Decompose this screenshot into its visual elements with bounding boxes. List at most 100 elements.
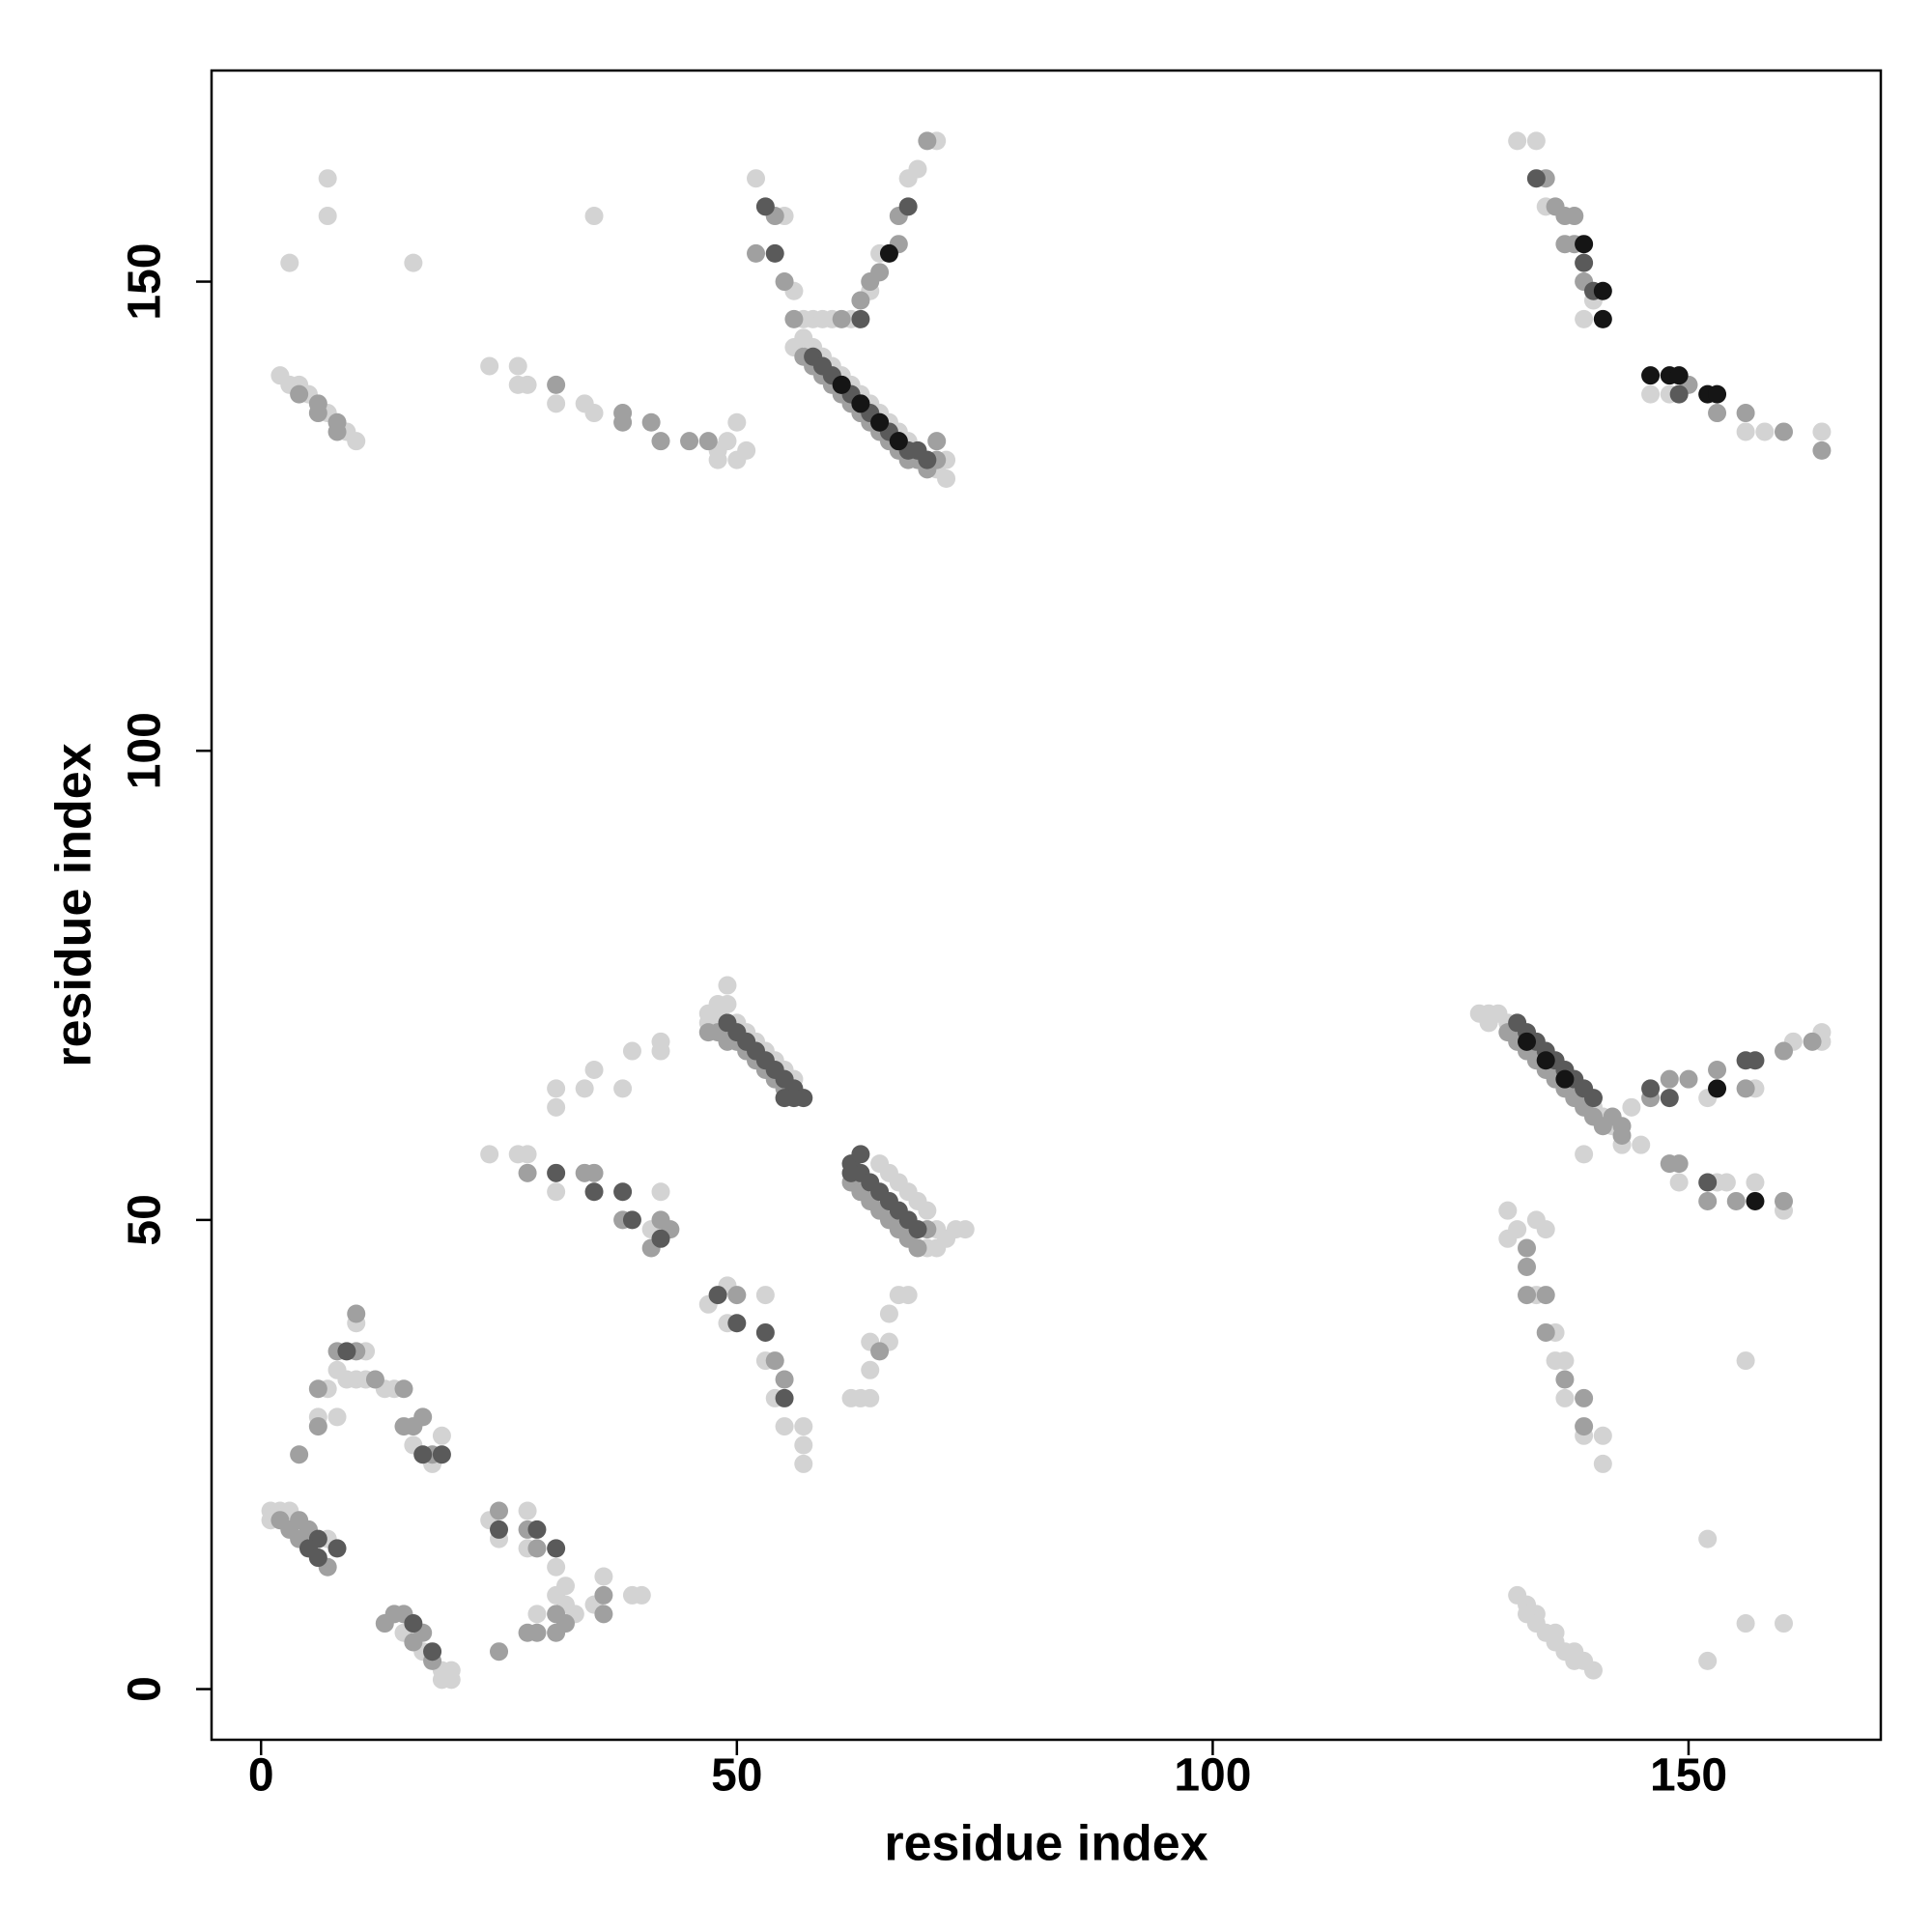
point (755, 1322, 775, 1342)
point (1518, 1286, 1537, 1305)
point (898, 1286, 918, 1305)
point (318, 169, 337, 188)
point (851, 1145, 870, 1164)
y-tick-label: 50 (120, 1194, 171, 1245)
x-tick-label: 150 (1650, 1750, 1727, 1802)
point (747, 169, 766, 188)
point (727, 1286, 747, 1305)
point (547, 1097, 566, 1117)
point (775, 1370, 794, 1389)
point (613, 1182, 633, 1202)
point (737, 440, 756, 460)
point (527, 1520, 547, 1539)
y-tick-label: 0 (120, 1676, 171, 1702)
point (337, 1342, 356, 1361)
point (584, 1163, 604, 1182)
point (547, 375, 566, 394)
point (1612, 1125, 1632, 1145)
point (794, 1417, 813, 1436)
point (927, 432, 947, 451)
point (651, 1182, 670, 1202)
plot-frame (210, 69, 1883, 1742)
point (290, 384, 309, 404)
point (308, 404, 327, 423)
point (518, 1163, 537, 1182)
y-axis-label: residue index (46, 743, 102, 1066)
point (490, 1501, 509, 1520)
point (584, 404, 604, 423)
point (775, 272, 794, 292)
point (908, 159, 927, 179)
point (441, 1661, 461, 1680)
point (927, 1238, 947, 1258)
point (1641, 1079, 1661, 1098)
point (480, 356, 499, 376)
point (784, 309, 804, 328)
point (584, 1182, 604, 1202)
point (404, 253, 423, 272)
point (1536, 1051, 1555, 1070)
point (1708, 384, 1727, 404)
point (413, 1445, 433, 1464)
point (622, 1041, 641, 1061)
point (1669, 1154, 1689, 1174)
point (594, 1605, 613, 1624)
point (870, 263, 890, 282)
point (1812, 440, 1832, 460)
point (290, 1445, 309, 1464)
point (1575, 1145, 1594, 1164)
point (651, 1041, 670, 1061)
y-tick-label: 100 (120, 712, 171, 789)
point (1746, 1191, 1765, 1210)
point (1583, 1089, 1603, 1108)
point (1555, 1351, 1575, 1371)
point (1526, 131, 1546, 151)
point (861, 1388, 880, 1407)
point (632, 1585, 651, 1605)
point (1508, 1220, 1527, 1239)
point (1641, 384, 1661, 404)
point (327, 422, 347, 441)
point (547, 1182, 566, 1202)
point (1479, 1013, 1498, 1033)
point (613, 412, 633, 432)
point (1736, 1614, 1755, 1634)
point (347, 432, 366, 451)
point (1812, 422, 1832, 441)
point (547, 1079, 566, 1098)
x-tick-label: 0 (248, 1750, 274, 1802)
point (1660, 1069, 1679, 1089)
point (308, 1379, 327, 1399)
point (1736, 1079, 1755, 1098)
point (680, 432, 699, 451)
point (365, 1370, 384, 1389)
point (547, 1557, 566, 1577)
point (518, 375, 537, 394)
point (280, 253, 299, 272)
point (832, 309, 851, 328)
point (1660, 1089, 1679, 1108)
point (584, 207, 604, 226)
point (918, 450, 937, 469)
point (1641, 366, 1661, 385)
point (1508, 131, 1527, 151)
point (1518, 1032, 1537, 1051)
point (490, 1520, 509, 1539)
point (765, 1351, 784, 1371)
point (727, 412, 747, 432)
point (308, 1548, 327, 1568)
point (527, 1605, 547, 1624)
point (347, 1304, 366, 1323)
point (1536, 1286, 1555, 1305)
point (841, 1163, 861, 1182)
point (432, 1426, 451, 1445)
point (547, 1163, 566, 1182)
point (518, 1145, 537, 1164)
point (851, 394, 870, 413)
point (1575, 1388, 1594, 1407)
point (908, 1220, 927, 1239)
point (918, 131, 937, 151)
point (651, 1229, 670, 1248)
point (527, 1539, 547, 1558)
point (1803, 1032, 1822, 1051)
